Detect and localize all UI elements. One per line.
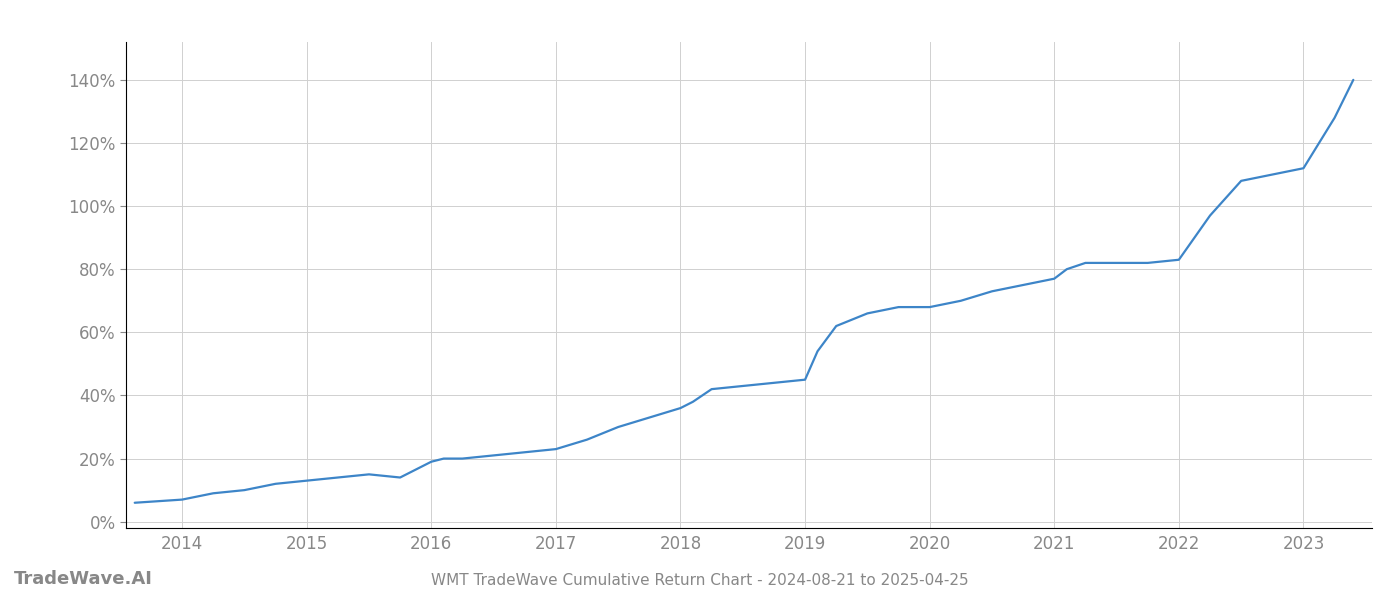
Text: WMT TradeWave Cumulative Return Chart - 2024-08-21 to 2025-04-25: WMT TradeWave Cumulative Return Chart - …: [431, 573, 969, 588]
Text: TradeWave.AI: TradeWave.AI: [14, 570, 153, 588]
